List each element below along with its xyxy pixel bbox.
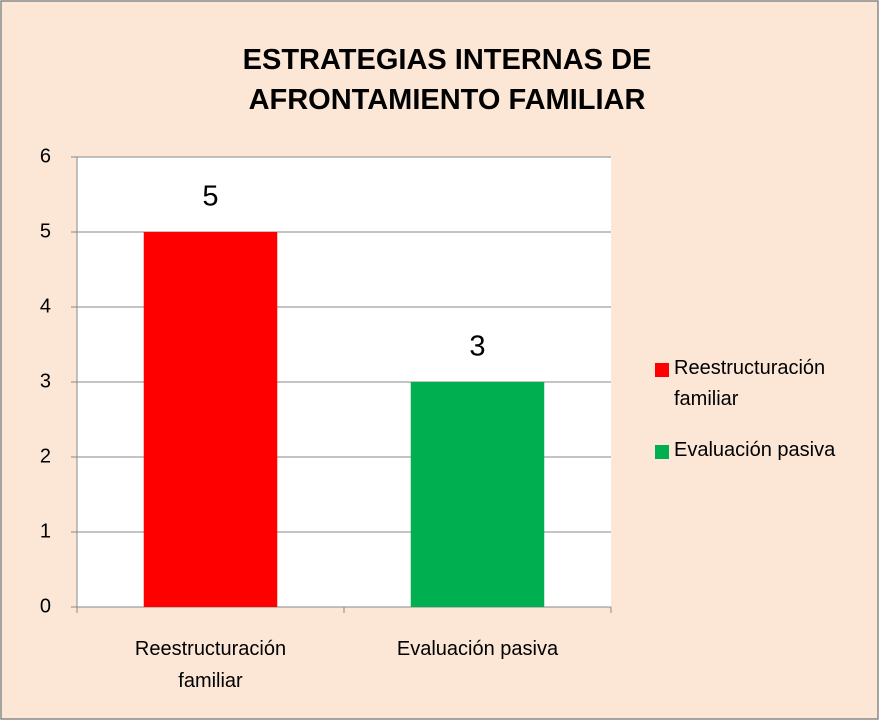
legend-label: Evaluación pasiva	[674, 439, 836, 461]
chart-title: ESTRATEGIAS INTERNAS DE AFRONTAMIENTO FA…	[242, 44, 652, 116]
data-label: 3	[469, 331, 485, 363]
y-tick-label: 3	[40, 370, 51, 392]
legend-label-box: Reestructuración familiar	[674, 357, 826, 410]
title-box: ESTRATEGIAS INTERNAS DE AFRONTAMIENTO FA…	[242, 44, 652, 116]
x-tick-label: Evaluación pasiva	[396, 638, 559, 660]
bar	[143, 232, 278, 607]
data-label: 5	[202, 181, 218, 213]
y-tick-label: 1	[40, 520, 51, 542]
y-tick-label: 4	[40, 295, 51, 317]
x-tick-label-box: Evaluación pasiva	[396, 638, 559, 660]
x-tick-label-box: Reestructuración familiar	[134, 638, 287, 692]
legend-swatch	[655, 363, 669, 377]
y-tick-label: 0	[40, 595, 51, 617]
y-tick-label: 2	[40, 445, 51, 467]
legend-label: Reestructuración familiar	[674, 357, 826, 410]
legend-swatch	[655, 445, 669, 459]
x-tick-label: Reestructuración familiar	[134, 638, 287, 692]
legend-label-box: Evaluación pasiva	[674, 439, 836, 461]
bar	[410, 382, 545, 607]
y-tick-label: 5	[40, 220, 51, 242]
y-tick-label: 6	[40, 145, 51, 167]
